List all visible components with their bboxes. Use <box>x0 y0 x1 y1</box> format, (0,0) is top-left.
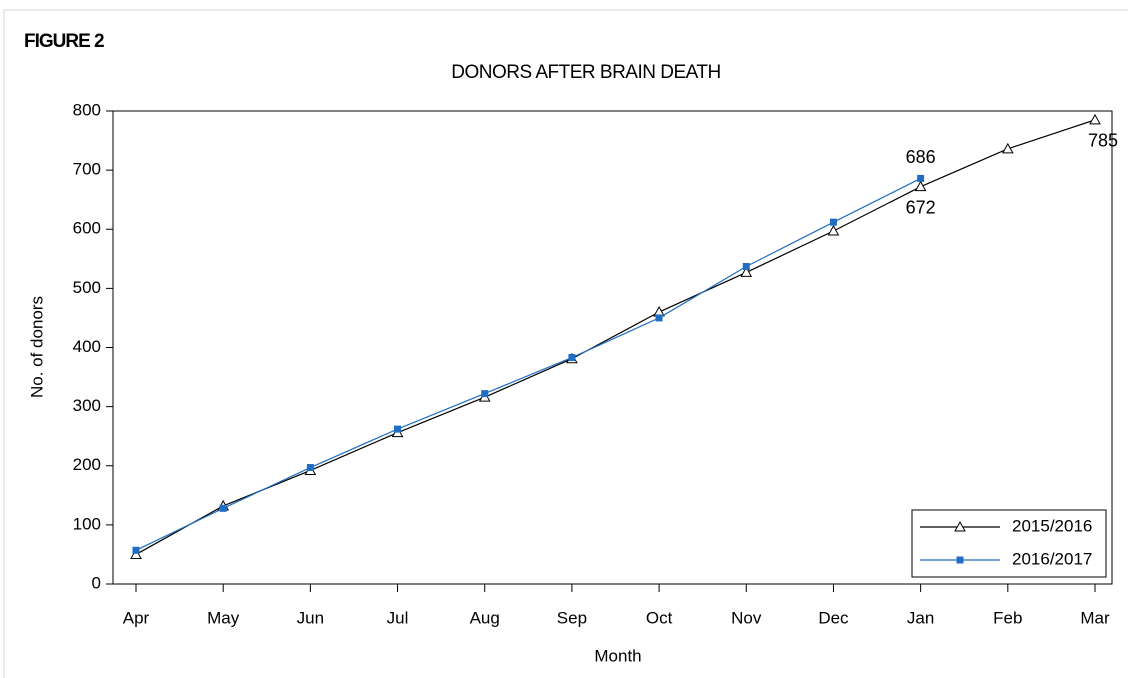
x-tick-label: Nov <box>731 608 762 627</box>
x-tick-label: Feb <box>993 608 1022 627</box>
legend-label: 2016/2017 <box>1012 549 1092 568</box>
x-tick-label: Sep <box>557 608 587 627</box>
series-line <box>135 119 1096 555</box>
x-tick-label: Dec <box>818 608 849 627</box>
marker <box>742 262 750 270</box>
y-tick-label: 800 <box>73 100 101 119</box>
marker <box>130 548 142 559</box>
marker <box>306 464 314 472</box>
x-tick-label: Oct <box>646 608 673 627</box>
y-tick-label: 700 <box>73 160 101 179</box>
x-tick-label: Jul <box>387 608 409 627</box>
chart-title: DONORS AFTER BRAIN DEATH <box>451 62 721 83</box>
marker <box>740 266 753 277</box>
marker <box>914 180 927 192</box>
data-label: 785 <box>1088 131 1118 151</box>
marker <box>481 390 489 398</box>
data-label: 686 <box>906 147 936 167</box>
x-tick-label: Aug <box>470 608 500 627</box>
x-tick-label: May <box>207 608 240 627</box>
marker <box>917 174 925 182</box>
x-tick-label: Jun <box>297 608 324 627</box>
x-tick-label: Apr <box>123 608 150 627</box>
figure-label: FIGURE 2 <box>24 31 104 52</box>
marker <box>1089 113 1101 125</box>
page-frame <box>3 9 1128 678</box>
marker <box>1001 142 1014 154</box>
y-tick-label: 200 <box>73 455 101 474</box>
marker <box>827 224 840 236</box>
data-label: 672 <box>906 197 936 217</box>
y-tick-label: 600 <box>73 219 101 238</box>
y-tick-label: 500 <box>73 278 101 297</box>
marker <box>568 354 576 362</box>
x-axis-label: Month <box>594 646 641 665</box>
marker <box>829 218 837 226</box>
marker <box>655 314 663 322</box>
marker <box>219 504 227 512</box>
series-line <box>135 177 921 551</box>
y-tick-label: 100 <box>73 514 101 533</box>
y-tick-label: 400 <box>73 337 101 356</box>
marker <box>956 556 964 564</box>
y-tick-label: 300 <box>73 396 101 415</box>
legend-box <box>911 509 1107 578</box>
legend-label: 2015/2016 <box>1012 516 1092 535</box>
marker <box>394 425 402 433</box>
x-tick-label: Jan <box>907 608 934 627</box>
marker <box>132 546 140 554</box>
marker <box>954 520 966 532</box>
x-tick-label: Mar <box>1080 608 1110 627</box>
y-axis-label: No. of donors <box>27 296 46 398</box>
y-tick-label: 0 <box>92 573 101 592</box>
